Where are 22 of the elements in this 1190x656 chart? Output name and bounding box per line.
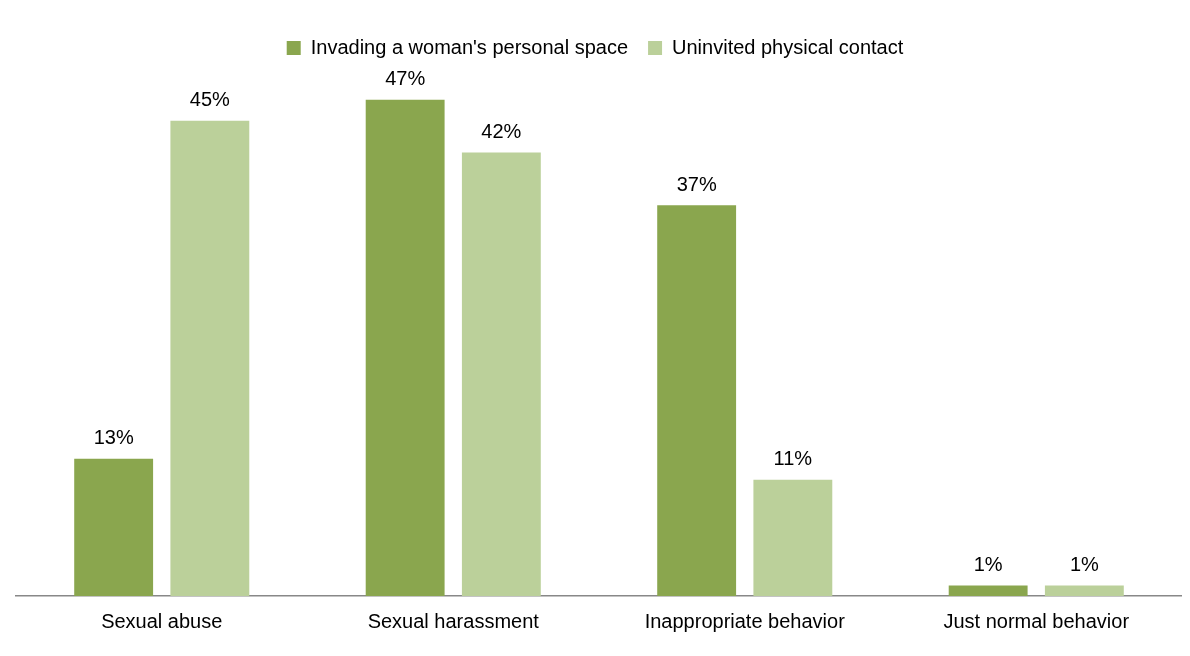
bar <box>461 152 541 596</box>
data-label: 47% <box>385 67 426 90</box>
legend-label: Uninvited physical contact <box>672 35 904 58</box>
data-label: 42% <box>481 120 522 142</box>
x-tick-label: Sexual abuse <box>101 609 223 632</box>
bar <box>74 458 154 596</box>
data-label: 1% <box>1069 552 1100 575</box>
bar <box>170 120 250 596</box>
bar <box>657 205 737 596</box>
x-tick-label: Inappropriate behavior <box>644 609 846 632</box>
data-label: 45% <box>189 88 231 111</box>
data-label: 13% <box>93 426 134 449</box>
data-label: 37% <box>676 172 717 195</box>
data-label: 1% <box>973 552 1003 575</box>
bar <box>753 479 833 596</box>
data-label: 11% <box>773 447 813 470</box>
x-tick-label: Just normal behavior <box>943 609 1130 632</box>
bar <box>365 99 445 596</box>
bar <box>1044 585 1124 596</box>
legend-label: Invading a woman's personal space <box>310 35 629 58</box>
bar <box>948 585 1028 596</box>
x-tick-label: Sexual harassment <box>367 609 540 632</box>
